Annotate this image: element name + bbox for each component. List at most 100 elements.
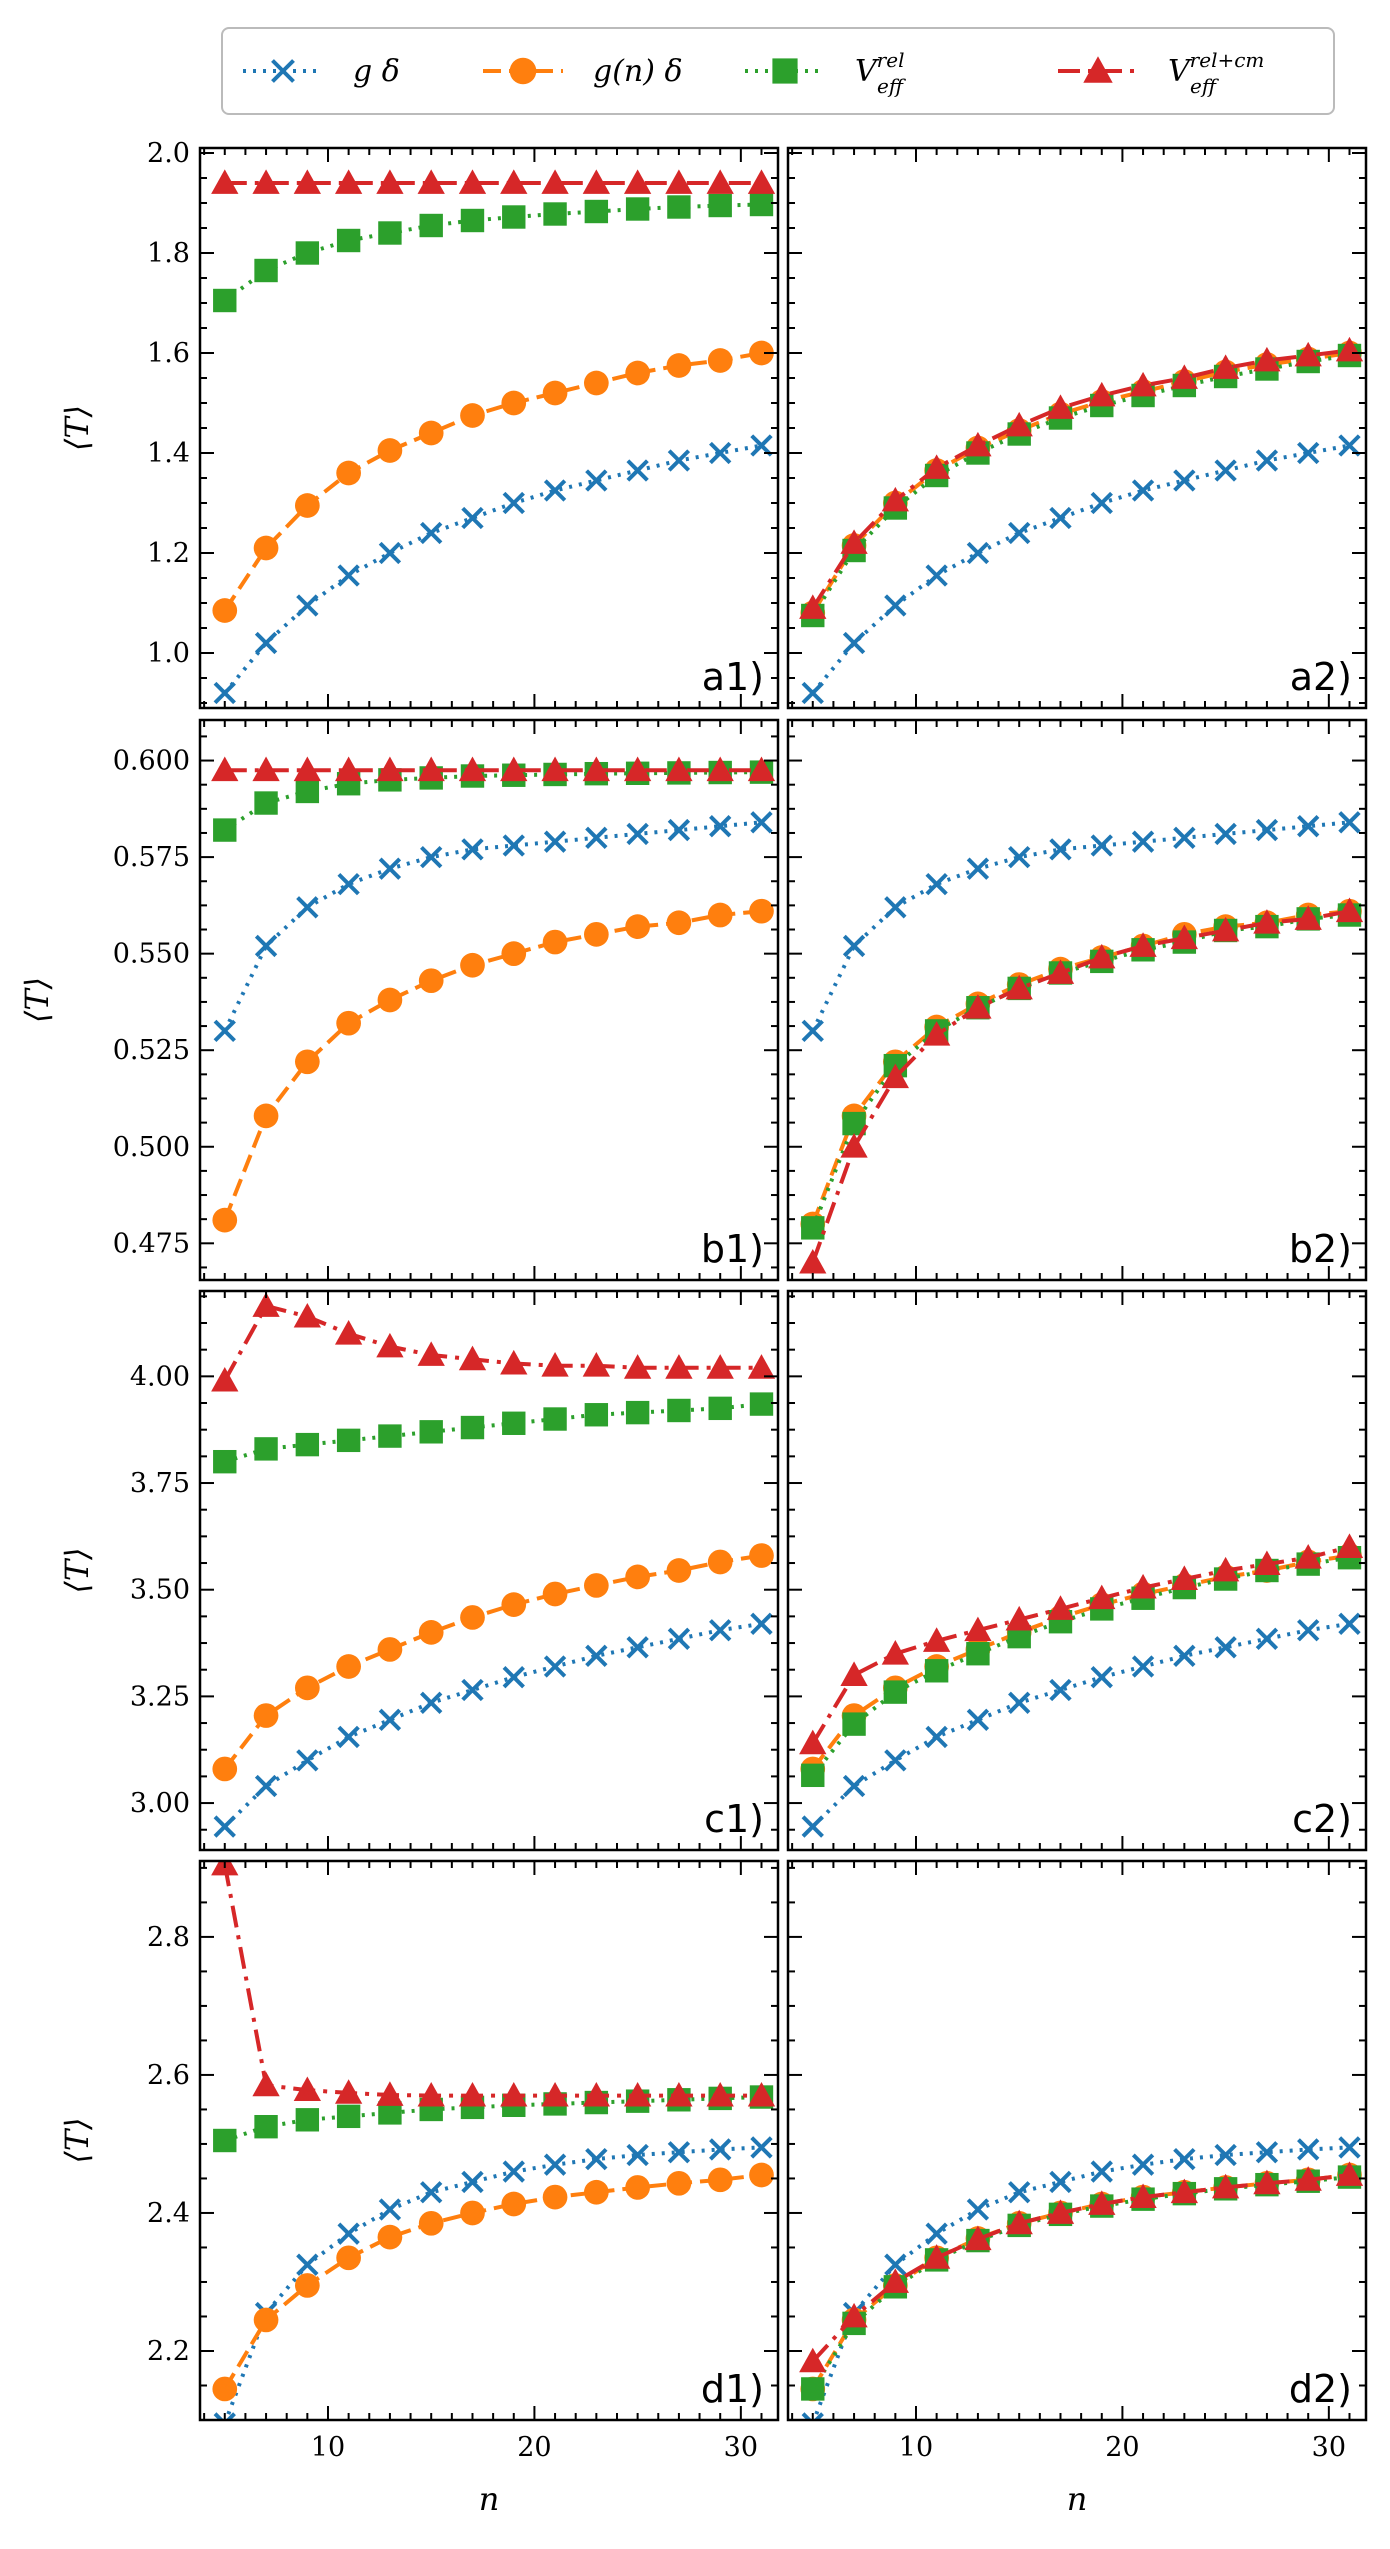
legend-label-gdelta: g δ bbox=[353, 54, 400, 89]
data-point-vrelcm bbox=[458, 756, 487, 782]
y-axis-label: ⟨T⟩ bbox=[58, 2117, 96, 2163]
data-point-gn bbox=[460, 2200, 485, 2226]
data-point-gdelta bbox=[337, 1725, 360, 1749]
panel-frame bbox=[786, 1859, 1368, 2422]
data-point-gn bbox=[501, 941, 527, 967]
data-point-vrelcm bbox=[964, 994, 992, 1019]
panel-c1: 3.00 3.25 3.50 3.75 4.00 ⟨T⟩ c1) bbox=[58, 1289, 780, 1852]
data-point-vrelcm bbox=[1211, 1556, 1240, 1582]
data-point-vrelcm bbox=[541, 2081, 569, 2107]
legend-marker-vrel bbox=[772, 58, 798, 84]
data-point-gn bbox=[336, 1010, 361, 1036]
data-point-gdelta bbox=[966, 857, 990, 880]
data-point-gdelta bbox=[1214, 822, 1237, 846]
data-point-gdelta bbox=[1049, 2170, 1072, 2194]
data-point-vrelcm bbox=[1170, 1565, 1198, 1590]
y-tick-label: 2.8 bbox=[147, 1922, 190, 1953]
data-point-vrelcm bbox=[922, 1627, 951, 1652]
data-point-vrelcm bbox=[623, 756, 652, 782]
legend-sub-vrelcm: eff bbox=[1190, 74, 1220, 98]
data-point-vrel bbox=[254, 1437, 278, 1461]
series-line-vrelcm bbox=[811, 348, 1350, 610]
data-point-gn bbox=[460, 952, 485, 978]
series-line-gdelta bbox=[811, 443, 1350, 695]
y-tick-label: 0.550 bbox=[113, 939, 190, 970]
data-point-gdelta bbox=[842, 631, 866, 655]
data-point-gdelta bbox=[1131, 1655, 1155, 1678]
data-point-vrelcm bbox=[881, 2268, 909, 2293]
data-point-gn bbox=[707, 1549, 733, 1575]
data-point-gdelta bbox=[626, 1636, 649, 1659]
data-point-vrelcm bbox=[500, 756, 528, 782]
data-point-gdelta bbox=[378, 1708, 402, 1732]
data-point-vrel bbox=[801, 1763, 825, 1788]
data-point-vrelcm bbox=[881, 1640, 909, 1665]
data-point-gdelta bbox=[1297, 1619, 1320, 1642]
data-point-gn bbox=[501, 390, 527, 416]
data-point-gn bbox=[666, 910, 692, 936]
panel-series-group bbox=[799, 336, 1364, 705]
data-point-vrel bbox=[295, 779, 320, 804]
data-point-gdelta bbox=[213, 681, 236, 705]
data-point-gn bbox=[707, 348, 733, 373]
data-point-gdelta bbox=[543, 1655, 567, 1678]
panel-label: b2) bbox=[1289, 1227, 1352, 1271]
data-point-gdelta bbox=[296, 594, 319, 617]
data-point-gdelta bbox=[884, 1749, 907, 1772]
data-point-gdelta bbox=[1214, 2143, 1237, 2167]
data-point-gn bbox=[418, 1620, 444, 1645]
data-point-gn bbox=[749, 340, 774, 366]
data-point-vrelcm bbox=[582, 756, 610, 782]
panel-label: c2) bbox=[1292, 1797, 1352, 1841]
data-point-gn bbox=[377, 438, 403, 463]
data-point-gn bbox=[212, 2376, 238, 2402]
y-tick-label: 0.475 bbox=[113, 1228, 190, 1259]
data-point-gdelta bbox=[502, 2160, 525, 2183]
data-point-gdelta bbox=[925, 2222, 948, 2245]
data-point-vrelcm bbox=[747, 2081, 776, 2107]
data-point-vrel bbox=[708, 1396, 732, 1421]
data-point-vrel bbox=[213, 288, 237, 313]
data-point-vrelcm bbox=[417, 2081, 445, 2107]
data-point-gdelta bbox=[801, 1019, 824, 1043]
data-point-gn bbox=[666, 2170, 692, 2196]
data-point-vrelcm bbox=[1005, 2209, 1033, 2235]
data-point-gdelta bbox=[585, 826, 608, 849]
data-point-vrelcm bbox=[1170, 2178, 1198, 2204]
legend-marker-gn bbox=[509, 57, 537, 85]
data-point-vrelcm bbox=[334, 1320, 363, 1345]
data-point-vrelcm bbox=[1005, 411, 1033, 437]
data-point-gdelta bbox=[801, 1815, 824, 1838]
panel-frame bbox=[198, 718, 780, 1282]
series-line-vrelcm bbox=[811, 1545, 1351, 1745]
data-point-gn bbox=[707, 2167, 733, 2193]
data-point-vrelcm bbox=[1335, 336, 1364, 362]
data-point-vrelcm bbox=[500, 2081, 528, 2107]
data-point-vrelcm bbox=[706, 169, 734, 194]
data-point-vrelcm bbox=[1129, 2183, 1157, 2209]
data-point-gdelta bbox=[502, 834, 525, 857]
data-point-gdelta bbox=[420, 2181, 443, 2204]
y-tick-label: 3.50 bbox=[130, 1575, 190, 1606]
data-point-vrelcm bbox=[334, 169, 363, 194]
data-point-gn bbox=[460, 403, 485, 428]
data-point-vrel bbox=[254, 791, 278, 815]
data-point-gdelta bbox=[626, 459, 649, 482]
data-point-gdelta bbox=[585, 469, 608, 492]
data-point-gn bbox=[583, 1573, 609, 1598]
data-point-vrelcm bbox=[293, 2076, 321, 2102]
data-point-gdelta bbox=[378, 857, 402, 880]
panel-label: b1) bbox=[701, 1227, 764, 1271]
data-point-gdelta bbox=[925, 1725, 948, 1749]
data-point-gdelta bbox=[966, 1708, 990, 1732]
data-point-gn bbox=[542, 2184, 568, 2210]
data-point-gn bbox=[212, 1207, 238, 1233]
series-line-vrel bbox=[811, 1555, 1350, 1777]
data-point-vrelcm bbox=[252, 756, 280, 782]
data-point-vrelcm bbox=[1088, 381, 1116, 407]
data-point-vrelcm bbox=[964, 431, 992, 457]
data-point-gn bbox=[625, 914, 650, 939]
y-tick-label: 2.2 bbox=[147, 2336, 190, 2367]
panels: 1.0 1.2 1.4 1.6 1.8 2.0 ⟨T⟩ a1) a2) 0.475 0.500 0.5… bbox=[18, 138, 1368, 2463]
data-point-vrel bbox=[295, 2108, 320, 2132]
